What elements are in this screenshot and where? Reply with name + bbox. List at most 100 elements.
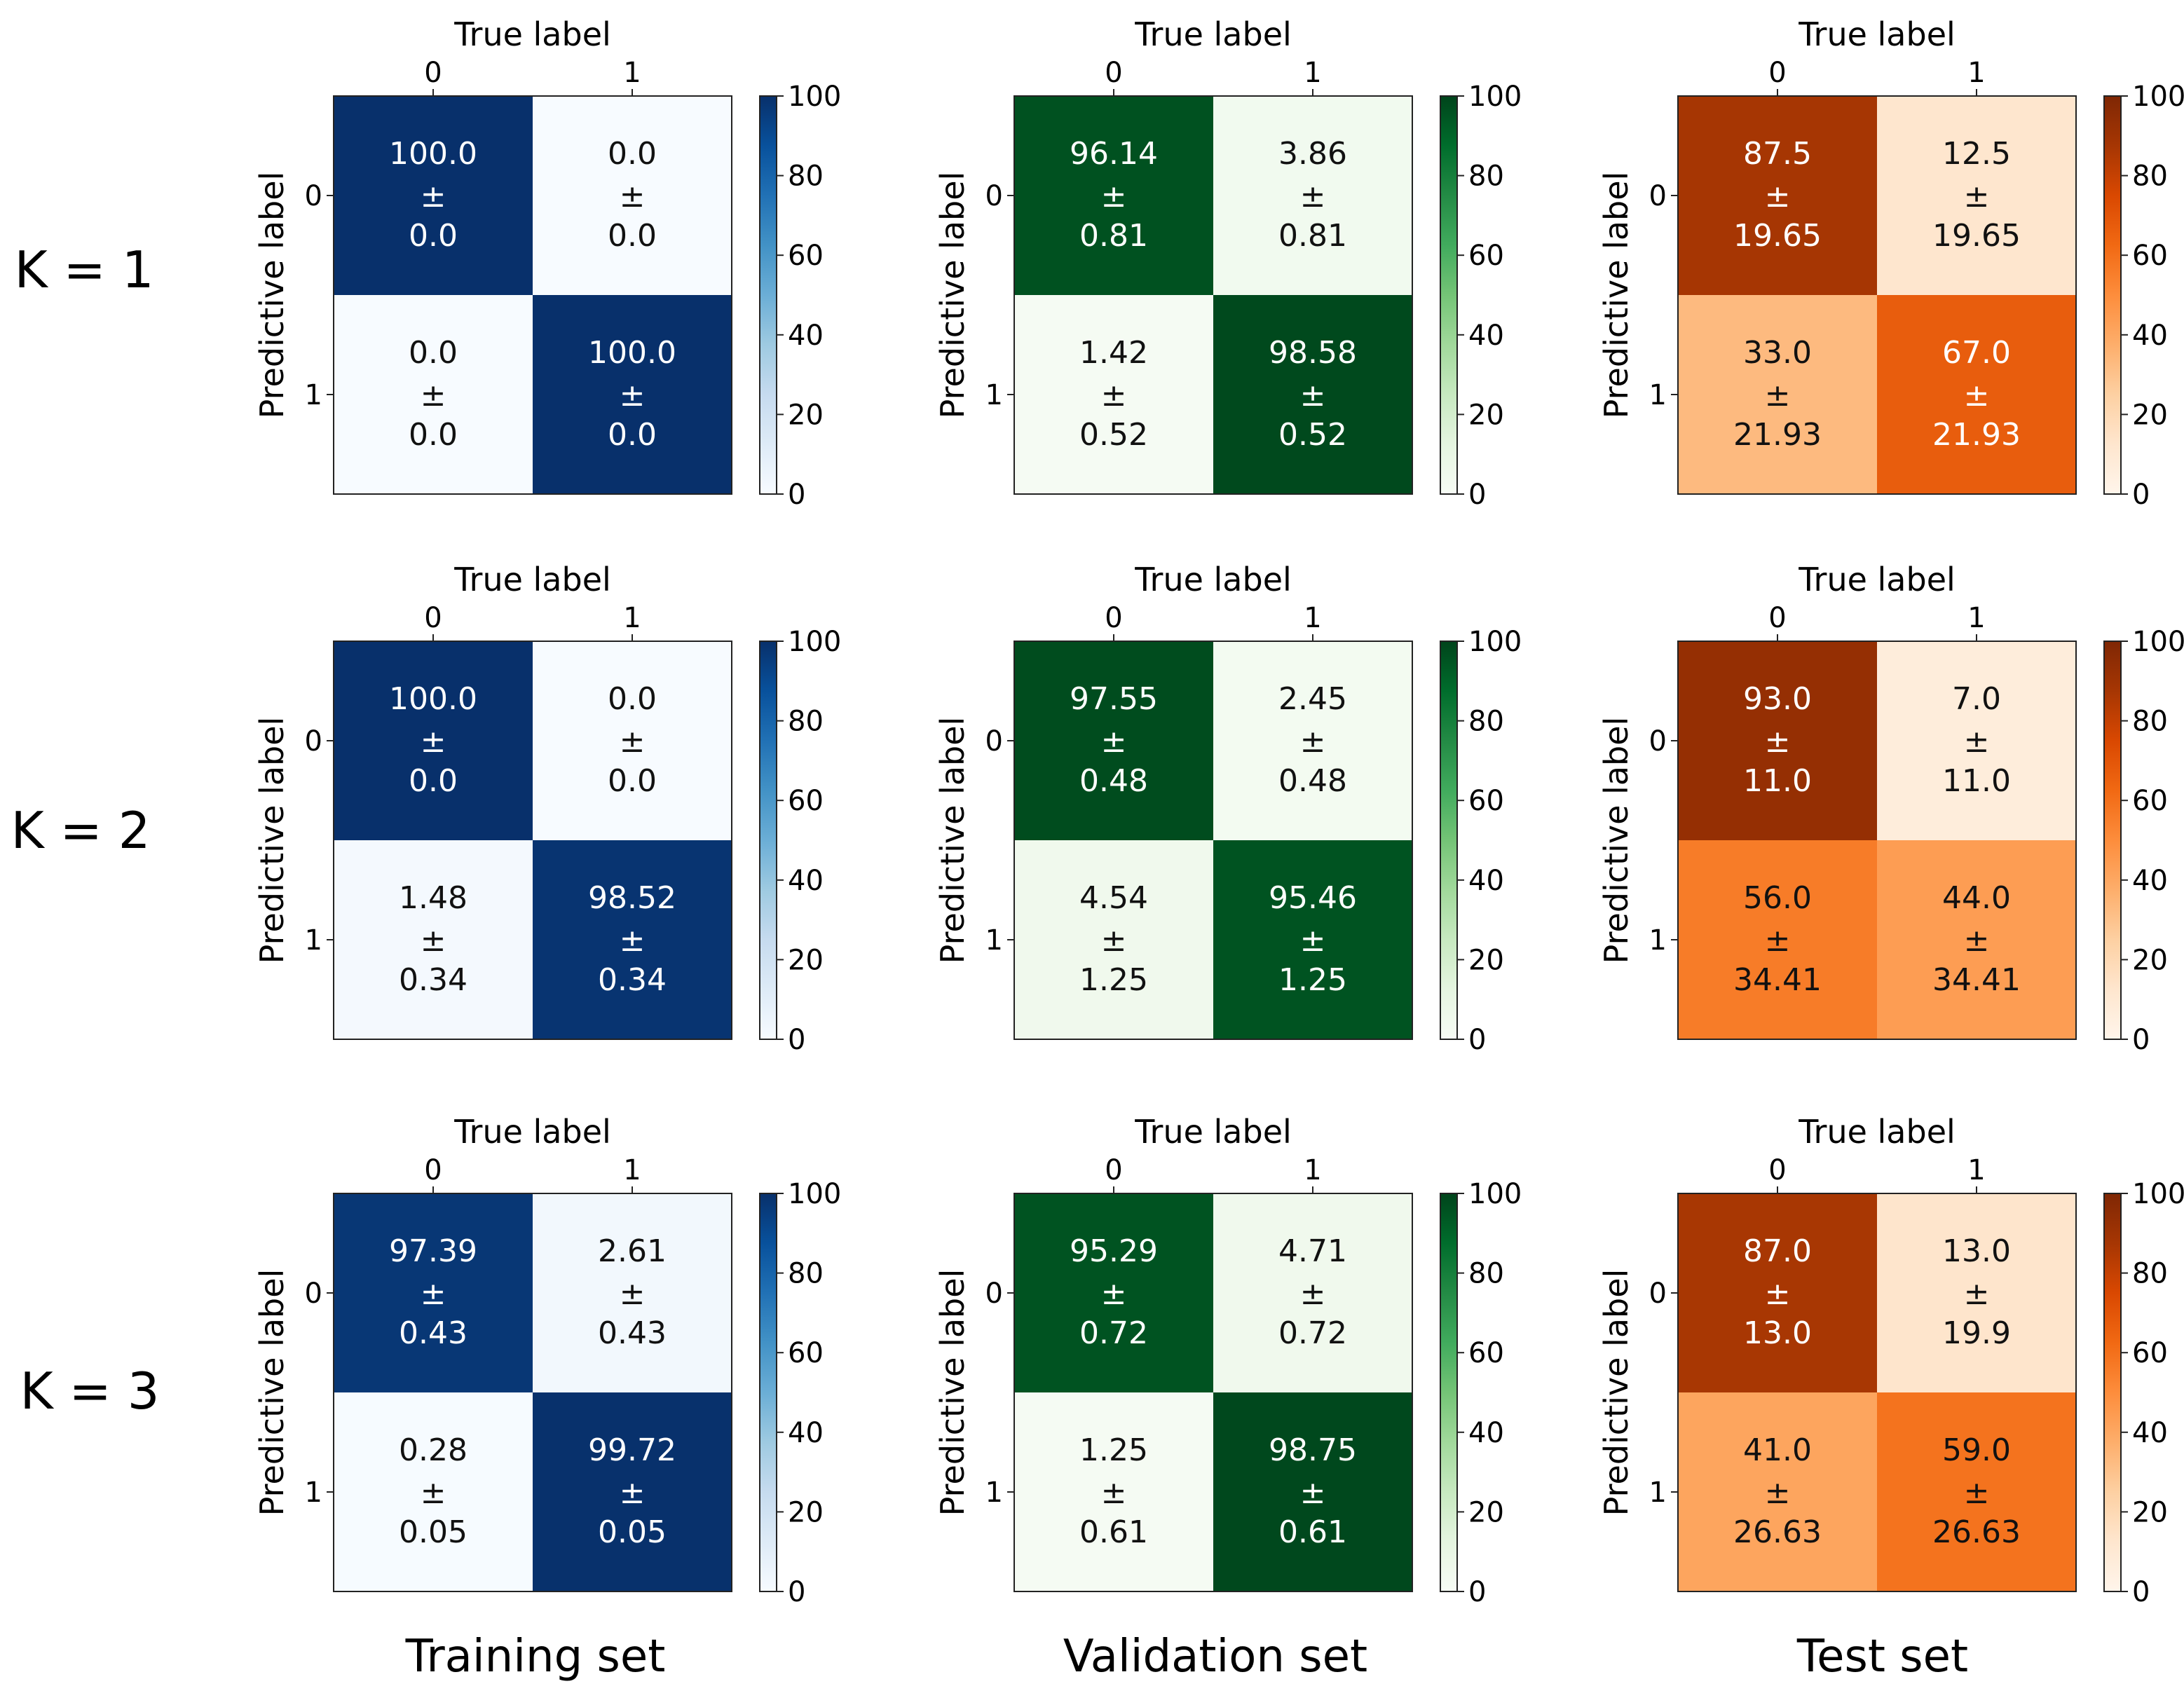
colorbar-tick-label: 40 (788, 1417, 824, 1449)
colorbar-tick-label: 60 (788, 785, 824, 817)
x-axis-title: True label (1798, 561, 1956, 598)
heatmap-frame (1013, 641, 1413, 1040)
heatmap-cell (1678, 295, 1877, 494)
cell-pm-symbol: ± (1101, 1276, 1127, 1312)
colorbar-tick-label: 100 (788, 626, 841, 658)
cell-pm-symbol: ± (620, 923, 646, 959)
y-axis-title: Predictive label (1597, 717, 1635, 964)
y-axis-title: Predictive label (1597, 172, 1635, 419)
cell-pm-symbol: ± (421, 724, 446, 760)
cell-pm-symbol: ± (1964, 378, 1990, 413)
heatmap-cell (334, 1392, 533, 1591)
y-axis-title: Predictive label (253, 717, 291, 964)
x-tick-label: 1 (1304, 1154, 1321, 1186)
colorbar-tick-label: 80 (788, 706, 824, 738)
heatmap-cell (533, 1193, 732, 1392)
heatmap-cell (533, 1392, 732, 1591)
cell-mean-label: 7.0 (1952, 681, 2001, 717)
cell-mean-label: 44.0 (1942, 880, 2011, 916)
y-tick-label: 1 (985, 379, 1003, 411)
cell-mean-label: 87.5 (1743, 136, 1812, 172)
cell-mean-label: 2.61 (598, 1233, 667, 1269)
column-label-training-set: Training set (405, 1631, 666, 1683)
cell-pm-symbol: ± (1964, 724, 1990, 760)
cell-mean-label: 97.55 (1070, 681, 1158, 717)
cell-mean-label: 98.75 (1269, 1432, 1357, 1468)
cell-mean-label: 3.86 (1278, 136, 1347, 172)
heatmap-cell (1678, 96, 1877, 295)
heatmap-cell (533, 840, 732, 1039)
cell-mean-label: 96.14 (1070, 136, 1158, 172)
heatmap-frame (1677, 641, 2077, 1040)
heatmap-cell (1014, 641, 1213, 840)
colorbar-tick-label: 100 (788, 81, 841, 113)
x-tick-label: 1 (1304, 602, 1321, 634)
colorbar-tick-label: 60 (788, 1337, 824, 1369)
cell-mean-label: 97.39 (389, 1233, 477, 1269)
heatmap-cell (1678, 641, 1877, 840)
heatmap-cell (334, 295, 533, 494)
cell-std-label: 0.81 (1278, 218, 1347, 254)
heatmap-k3-validation: 95.29 ±0.72 4.71 ±0.72 1.25 ±0.61 98.75 ±0.61 Tr… (934, 1113, 1522, 1608)
cell-std-label: 0.05 (598, 1514, 667, 1550)
row-label-k1: K = 1 (14, 240, 153, 299)
colorbar (1440, 641, 1458, 1040)
y-tick-label: 0 (305, 1278, 322, 1310)
colorbar-tick-label: 0 (1468, 1024, 1486, 1056)
cell-pm-symbol: ± (1101, 1475, 1127, 1511)
heatmap-frame (1013, 95, 1413, 495)
colorbar-tick-label: 60 (1468, 240, 1504, 272)
colorbar-tick-label: 100 (2132, 1178, 2184, 1210)
heatmap-cell (1213, 1392, 1412, 1591)
y-axis-title: Predictive label (1597, 1269, 1635, 1516)
colorbar-tick-label: 0 (1468, 479, 1486, 511)
cell-std-label: 34.41 (1932, 962, 2021, 998)
heatmap-k1-training: 100.0 ±0.0 0.0 ±0.0 0.0 ±0.0 100.0 ±0.0 True lab… (253, 15, 841, 511)
y-axis-title: Predictive label (934, 717, 971, 964)
cell-mean-label: 95.29 (1070, 1233, 1158, 1269)
cell-pm-symbol: ± (1300, 179, 1326, 214)
x-axis-title: True label (1134, 15, 1292, 53)
cell-std-label: 0.81 (1079, 218, 1148, 254)
colorbar-tick-label: 20 (2132, 1496, 2168, 1528)
heatmap-cell (1877, 1392, 2076, 1591)
heatmap-frame (1013, 1193, 1413, 1592)
cell-mean-label: 0.0 (608, 136, 657, 172)
cell-pm-symbol: ± (1300, 923, 1326, 959)
column-label-test-set: Test set (1796, 1631, 1968, 1683)
x-tick-label: 0 (1768, 1154, 1786, 1186)
cell-std-label: 0.48 (1278, 763, 1347, 799)
heatmap-cell (1213, 295, 1412, 494)
colorbar-tick-label: 0 (1468, 1576, 1486, 1608)
heatmap-cell (1877, 840, 2076, 1039)
colorbar-tick-label: 40 (2132, 320, 2168, 352)
heatmap-cell (1213, 1193, 1412, 1392)
colorbar-tick-label: 80 (2132, 160, 2168, 193)
colorbar-tick-label: 20 (1468, 1496, 1504, 1528)
heatmap-cell (1014, 1193, 1213, 1392)
colorbar-tick-label: 80 (2132, 1258, 2168, 1290)
colorbar-tick-label: 80 (788, 1258, 824, 1290)
cell-std-label: 0.0 (608, 763, 657, 799)
x-tick-label: 1 (1967, 57, 1985, 89)
cell-std-label: 34.41 (1733, 962, 1822, 998)
cell-mean-label: 12.5 (1942, 136, 2011, 172)
heatmap-cell (1877, 295, 2076, 494)
heatmap-cell (1014, 295, 1213, 494)
colorbar-tick-label: 0 (2132, 1576, 2150, 1608)
cell-pm-symbol: ± (1765, 1276, 1791, 1312)
x-tick-label: 1 (623, 602, 641, 634)
y-tick-label: 0 (1649, 725, 1667, 758)
heatmap-frame (1677, 1193, 2077, 1592)
y-tick-label: 1 (1649, 379, 1667, 411)
cell-mean-label: 87.0 (1743, 1233, 1812, 1269)
cell-std-label: 0.43 (598, 1315, 667, 1351)
colorbar-tick-label: 100 (1468, 81, 1522, 113)
cell-mean-label: 67.0 (1942, 335, 2011, 371)
heatmap-cell (1014, 96, 1213, 295)
colorbar-tick-label: 60 (1468, 1337, 1504, 1369)
colorbar-tick-label: 40 (1468, 865, 1504, 897)
cell-std-label: 0.34 (598, 962, 667, 998)
colorbar (1440, 1193, 1458, 1592)
